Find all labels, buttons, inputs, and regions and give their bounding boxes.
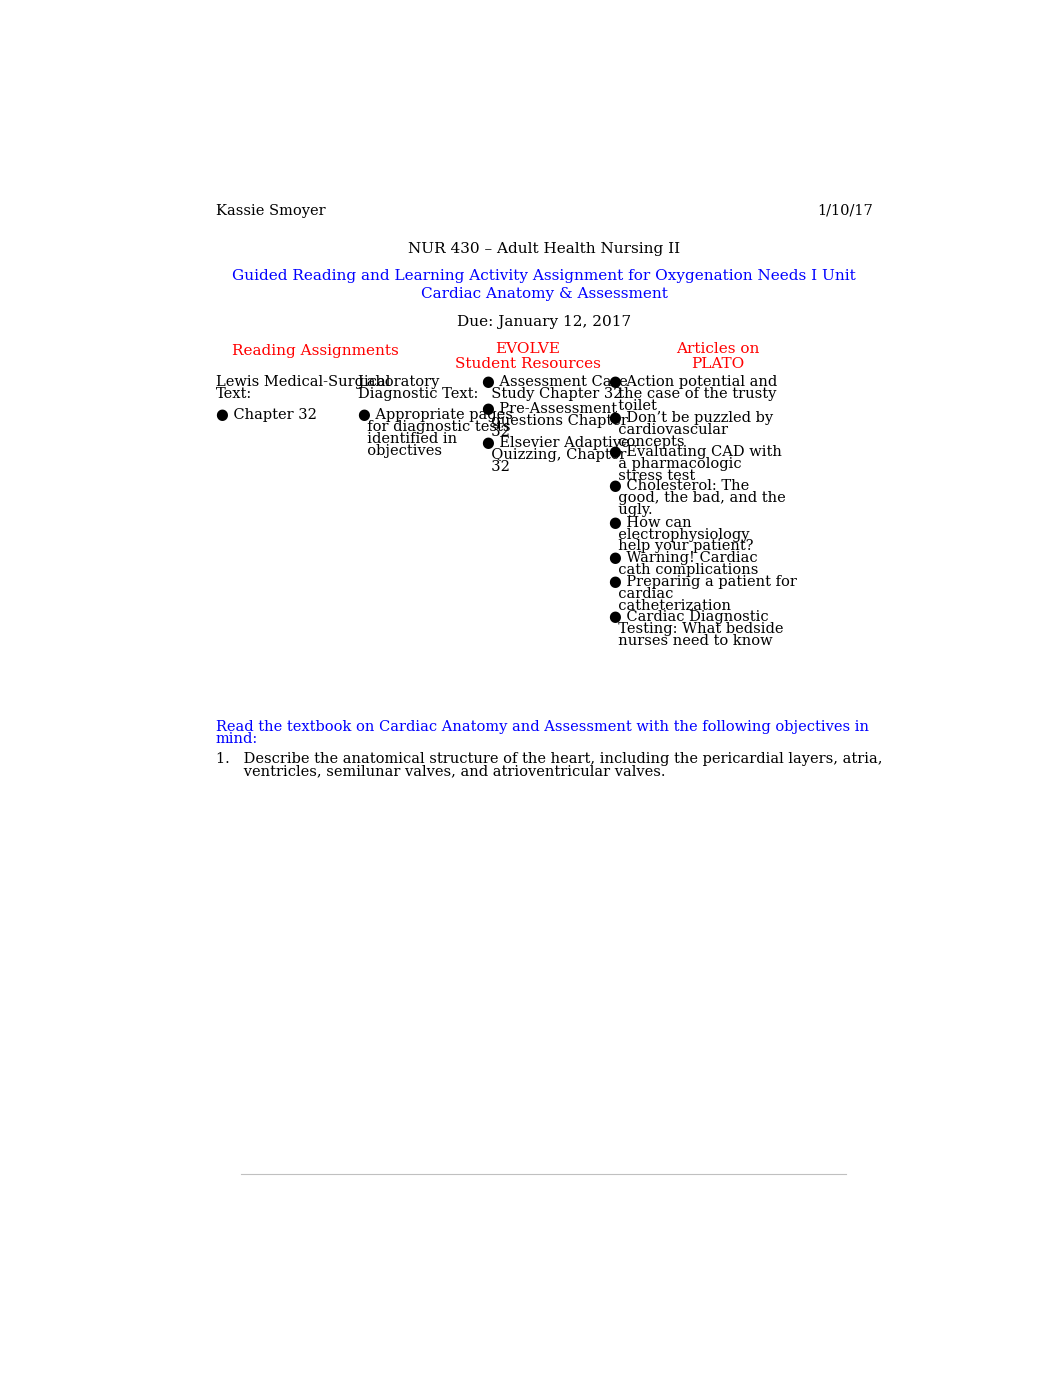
Text: ● Evaluating CAD with: ● Evaluating CAD with (610, 445, 783, 459)
Text: Read the textbook on Cardiac Anatomy and Assessment with the following objective: Read the textbook on Cardiac Anatomy and… (216, 720, 869, 734)
Text: Laboratory: Laboratory (358, 375, 440, 388)
Text: mind:: mind: (216, 731, 258, 745)
Text: ● Appropriate pages: ● Appropriate pages (358, 408, 512, 421)
Text: electrophysiology: electrophysiology (610, 527, 750, 541)
Text: Reading Assignments: Reading Assignments (232, 344, 398, 358)
Text: ● Pre-Assessment: ● Pre-Assessment (481, 402, 617, 416)
Text: ● How can: ● How can (610, 515, 692, 530)
Text: concepts: concepts (610, 435, 685, 449)
Text: identified in: identified in (358, 431, 457, 446)
Text: ● Action potential and: ● Action potential and (610, 375, 777, 388)
Text: catheterization: catheterization (610, 599, 732, 613)
Text: toilet: toilet (610, 398, 657, 413)
Text: ● Chapter 32: ● Chapter 32 (216, 408, 316, 421)
Text: EVOLVE: EVOLVE (496, 341, 561, 355)
Text: a pharmacologic: a pharmacologic (610, 457, 742, 471)
Text: 1.   Describe the anatomical structure of the heart, including the pericardial l: 1. Describe the anatomical structure of … (216, 752, 883, 766)
Text: ● Cardiac Diagnostic: ● Cardiac Diagnostic (610, 610, 769, 624)
Text: ● Warning! Cardiac: ● Warning! Cardiac (610, 551, 758, 565)
Text: Quizzing, Chapter: Quizzing, Chapter (481, 449, 626, 463)
Text: ● Elsevier Adaptive: ● Elsevier Adaptive (481, 437, 629, 450)
Text: Kassie Smoyer: Kassie Smoyer (216, 204, 325, 218)
Text: Diagnostic Text:: Diagnostic Text: (358, 387, 478, 401)
Text: cardiac: cardiac (610, 587, 673, 600)
Text: ugly.: ugly. (610, 503, 653, 518)
Text: Cardiac Anatomy & Assessment: Cardiac Anatomy & Assessment (421, 286, 668, 302)
Text: good, the bad, and the: good, the bad, and the (610, 492, 786, 505)
Text: questions Chapter: questions Chapter (481, 413, 628, 428)
Text: 1/10/17: 1/10/17 (817, 204, 873, 218)
Text: objectives: objectives (358, 443, 442, 457)
Text: Student Resources: Student Resources (455, 357, 601, 370)
Text: cardiovascular: cardiovascular (610, 423, 729, 437)
Text: Lewis Medical-Surgical: Lewis Medical-Surgical (216, 375, 390, 388)
Text: 32: 32 (481, 460, 510, 474)
Text: NUR 430 – Adult Health Nursing II: NUR 430 – Adult Health Nursing II (408, 242, 681, 256)
Text: ● Preparing a patient for: ● Preparing a patient for (610, 574, 798, 589)
Text: ● Don’t be puzzled by: ● Don’t be puzzled by (610, 410, 773, 425)
Text: Articles on: Articles on (676, 341, 759, 355)
Text: for diagnostic tests: for diagnostic tests (358, 420, 510, 434)
Text: help your patient?: help your patient? (610, 540, 754, 554)
Text: Testing: What bedside: Testing: What bedside (610, 622, 784, 636)
Text: ventricles, semilunar valves, and atrioventricular valves.: ventricles, semilunar valves, and atriov… (216, 764, 665, 778)
Text: cath complications: cath complications (610, 563, 758, 577)
Text: PLATO: PLATO (691, 357, 744, 370)
Text: the case of the trusty: the case of the trusty (610, 387, 776, 401)
Text: ● Assessment Case: ● Assessment Case (481, 375, 628, 388)
Text: Text:: Text: (216, 387, 252, 401)
Text: Study Chapter 32: Study Chapter 32 (481, 387, 622, 401)
Text: Guided Reading and Learning Activity Assignment for Oxygenation Needs I Unit: Guided Reading and Learning Activity Ass… (233, 269, 856, 284)
Text: ● Cholesterol: The: ● Cholesterol: The (610, 479, 750, 493)
Text: Due: January 12, 2017: Due: January 12, 2017 (458, 315, 631, 329)
Text: 32: 32 (481, 425, 510, 439)
Text: nurses need to know: nurses need to know (610, 635, 773, 649)
Text: stress test: stress test (610, 468, 696, 482)
